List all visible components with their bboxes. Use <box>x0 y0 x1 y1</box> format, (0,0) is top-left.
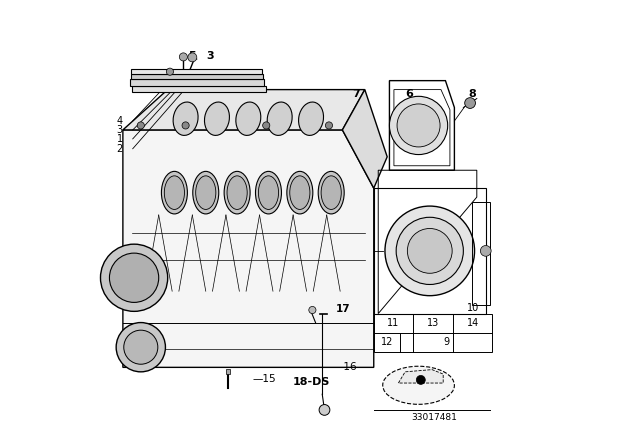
Circle shape <box>397 104 440 147</box>
Text: 6: 6 <box>406 89 413 99</box>
Ellipse shape <box>164 176 184 210</box>
Polygon shape <box>131 74 262 79</box>
Ellipse shape <box>193 172 219 214</box>
Ellipse shape <box>318 172 344 214</box>
Circle shape <box>109 253 159 302</box>
Polygon shape <box>398 370 443 383</box>
Text: 2: 2 <box>116 144 123 154</box>
Circle shape <box>100 244 168 311</box>
Circle shape <box>481 246 491 256</box>
Circle shape <box>309 306 316 314</box>
Circle shape <box>166 68 173 75</box>
Text: 14: 14 <box>467 318 479 328</box>
Ellipse shape <box>173 102 198 135</box>
Text: 10: 10 <box>467 303 479 313</box>
Text: 17: 17 <box>336 304 350 314</box>
Ellipse shape <box>224 172 250 214</box>
Polygon shape <box>342 90 387 188</box>
Bar <box>374 314 493 352</box>
Text: 3: 3 <box>207 51 214 61</box>
Circle shape <box>319 405 330 415</box>
Text: 13: 13 <box>427 318 439 328</box>
Ellipse shape <box>196 176 216 210</box>
Circle shape <box>396 217 463 284</box>
Ellipse shape <box>161 172 188 214</box>
Ellipse shape <box>299 102 323 135</box>
Text: 9: 9 <box>443 337 449 347</box>
Text: 8: 8 <box>468 89 476 99</box>
Text: 1: 1 <box>116 134 123 144</box>
Ellipse shape <box>287 172 313 214</box>
Text: 12: 12 <box>381 337 393 347</box>
Ellipse shape <box>321 176 341 210</box>
Ellipse shape <box>290 176 310 210</box>
Circle shape <box>179 53 188 61</box>
Circle shape <box>408 228 452 273</box>
Circle shape <box>416 375 426 384</box>
Circle shape <box>182 122 189 129</box>
Text: 5: 5 <box>189 51 196 61</box>
Circle shape <box>124 330 158 364</box>
Text: 33017481: 33017481 <box>412 413 457 422</box>
Ellipse shape <box>268 102 292 135</box>
Circle shape <box>116 323 165 372</box>
Circle shape <box>325 122 333 129</box>
Ellipse shape <box>227 176 247 210</box>
Circle shape <box>262 122 270 129</box>
Text: 4: 4 <box>116 116 123 126</box>
Ellipse shape <box>236 102 260 135</box>
Text: 18-DS: 18-DS <box>293 377 330 387</box>
Ellipse shape <box>255 172 282 214</box>
Text: 7: 7 <box>352 89 360 99</box>
Circle shape <box>389 96 448 155</box>
Circle shape <box>188 53 197 62</box>
Ellipse shape <box>383 366 454 404</box>
Polygon shape <box>132 86 266 92</box>
Ellipse shape <box>205 102 229 135</box>
Circle shape <box>465 98 476 108</box>
Circle shape <box>137 122 145 129</box>
Circle shape <box>385 206 475 296</box>
Text: —16: —16 <box>333 362 357 372</box>
Bar <box>226 369 230 374</box>
Text: 11: 11 <box>387 318 399 328</box>
Text: —15: —15 <box>253 374 276 383</box>
Ellipse shape <box>259 176 278 210</box>
Polygon shape <box>123 90 365 130</box>
Polygon shape <box>123 130 374 367</box>
Polygon shape <box>130 79 264 86</box>
Text: 3: 3 <box>116 125 123 135</box>
Polygon shape <box>131 69 262 74</box>
